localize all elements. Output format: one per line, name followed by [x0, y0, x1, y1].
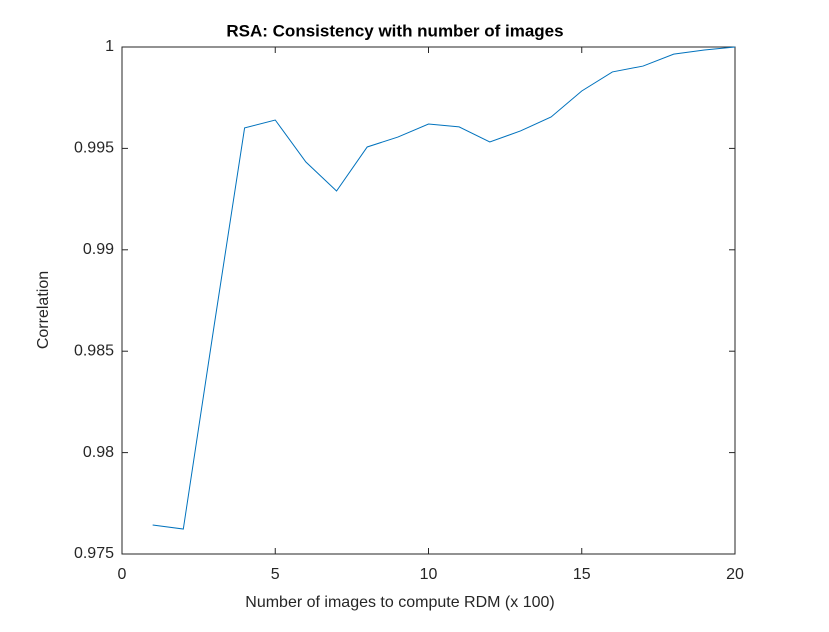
x-tick-label: 0	[118, 566, 127, 583]
chart-title: RSA: Consistency with number of images	[226, 21, 563, 40]
y-tick-label: 0.98	[83, 444, 114, 461]
y-tick-label: 0.995	[74, 140, 114, 157]
y-tick-label: 1	[105, 38, 114, 55]
x-tick-label: 5	[271, 566, 280, 583]
y-tick-label: 0.99	[83, 241, 114, 258]
y-tick-label: 0.985	[74, 342, 114, 359]
y-axis-label: Correlation	[35, 271, 52, 349]
line-series	[152, 46, 736, 530]
x-axis-label: Number of images to compute RDM (x 100)	[245, 594, 554, 611]
y-tick-label: 0.975	[74, 545, 114, 562]
x-tick-label: 20	[726, 566, 744, 583]
x-tick-label: 15	[573, 566, 591, 583]
x-tick-label: 10	[420, 566, 438, 583]
